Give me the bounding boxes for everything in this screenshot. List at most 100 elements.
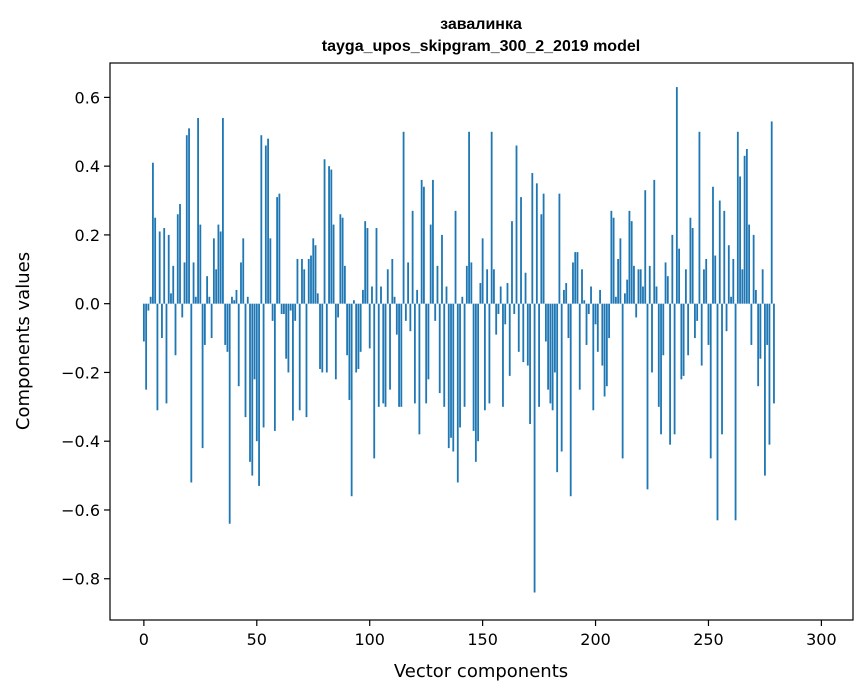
bar — [766, 303, 769, 345]
bar — [432, 179, 434, 304]
bar — [522, 303, 525, 363]
bar — [590, 286, 592, 304]
bar — [538, 303, 540, 407]
bar — [495, 303, 498, 335]
bar — [332, 224, 335, 304]
bar — [673, 303, 676, 435]
bar — [651, 303, 653, 373]
bar — [526, 303, 529, 366]
bar — [246, 296, 249, 304]
x-axis-label: Vector components — [394, 661, 568, 682]
bar — [375, 228, 378, 304]
bar — [459, 303, 461, 428]
bar — [357, 303, 360, 370]
bar — [258, 303, 260, 486]
bar — [249, 303, 251, 462]
bar — [732, 258, 735, 304]
bar — [490, 131, 493, 304]
bar — [305, 303, 308, 418]
bar — [330, 169, 333, 304]
bar — [185, 135, 188, 304]
bar — [684, 269, 687, 304]
bar — [287, 303, 290, 373]
bar — [705, 258, 708, 304]
bar — [181, 303, 184, 318]
bar — [190, 303, 193, 483]
bar — [671, 234, 674, 304]
bar — [298, 303, 301, 411]
bar — [172, 265, 175, 304]
bar — [183, 262, 186, 304]
bar — [569, 303, 572, 497]
bar — [759, 303, 762, 359]
bar — [696, 303, 699, 321]
bar — [445, 286, 448, 304]
bar — [301, 258, 303, 304]
bar — [323, 159, 326, 304]
bar — [560, 303, 563, 452]
bar — [395, 303, 398, 335]
x-tick-label: 0 — [139, 630, 149, 649]
bar — [741, 269, 744, 304]
bar — [520, 197, 522, 304]
bar — [355, 303, 358, 373]
bar — [614, 296, 617, 304]
bar — [206, 276, 209, 304]
bar — [429, 224, 432, 304]
bar — [770, 121, 773, 304]
bar — [754, 289, 757, 304]
bar — [621, 303, 624, 459]
bar — [608, 303, 610, 339]
bar — [346, 303, 349, 356]
bar — [296, 258, 299, 304]
bar — [644, 190, 647, 304]
x-tick-label: 250 — [693, 630, 724, 649]
bar — [660, 303, 662, 435]
bar — [303, 269, 306, 304]
bar — [423, 186, 425, 304]
bar — [255, 303, 258, 442]
bar — [242, 238, 245, 304]
bar — [567, 303, 570, 339]
bar — [725, 303, 728, 332]
bar — [377, 303, 380, 407]
bar — [736, 131, 739, 304]
bar — [572, 262, 574, 304]
bar — [436, 265, 439, 304]
y-tick-label: 0.0 — [75, 295, 100, 314]
x-tick-label: 100 — [354, 630, 385, 649]
bar — [743, 155, 746, 304]
y-axis-label: Components values — [13, 252, 34, 430]
bar — [533, 303, 536, 593]
bar — [596, 303, 599, 352]
bar — [721, 303, 723, 435]
bar — [366, 228, 369, 304]
x-tick-label: 300 — [806, 630, 837, 649]
bar — [400, 303, 403, 407]
bar — [574, 252, 577, 304]
bar — [325, 303, 328, 373]
bar — [694, 303, 696, 339]
bar — [348, 303, 351, 400]
bar — [757, 303, 760, 387]
bar — [237, 303, 240, 387]
bar — [675, 87, 678, 304]
bar — [768, 303, 771, 445]
bar — [515, 145, 518, 304]
bar — [194, 296, 197, 304]
y-tick-label: −0.6 — [61, 501, 100, 520]
bar — [450, 303, 452, 438]
bar — [316, 293, 319, 304]
bar — [411, 210, 414, 304]
bar — [578, 303, 581, 390]
bar — [502, 303, 504, 407]
bar — [443, 303, 446, 407]
bar — [624, 293, 626, 304]
bar — [653, 179, 656, 304]
bar — [418, 303, 421, 435]
bar — [603, 303, 606, 397]
bar — [341, 217, 344, 304]
y-tick-label: 0.6 — [75, 88, 100, 107]
bar — [402, 131, 405, 304]
